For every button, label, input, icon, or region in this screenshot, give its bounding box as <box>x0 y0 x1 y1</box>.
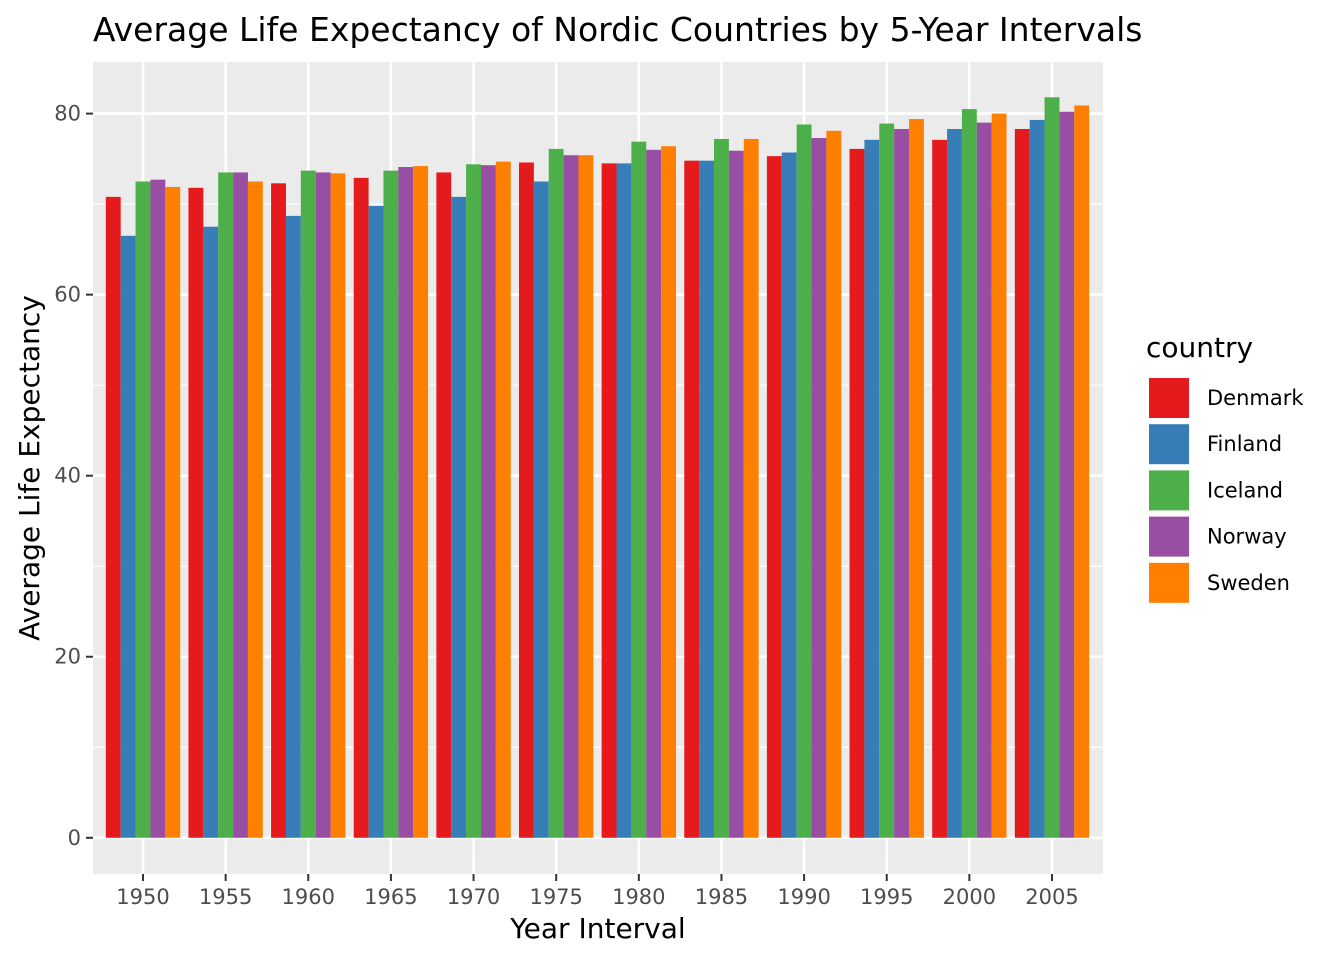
bar-sweden-2005 <box>1074 105 1090 838</box>
bar-sweden-1955 <box>247 181 263 838</box>
bar-iceland-1995 <box>879 123 895 838</box>
bar-denmark-1990 <box>766 156 782 838</box>
bar-sweden-1950 <box>165 186 181 838</box>
legend-key-denmark <box>1147 376 1191 420</box>
legend-title: country <box>1146 331 1253 364</box>
x-tick-label: 1960 <box>282 885 335 909</box>
bar-norway-1995 <box>894 128 910 838</box>
bar-finland-2005 <box>1029 119 1045 838</box>
legend-label-sweden: Sweden <box>1207 571 1290 595</box>
bar-norway-1975 <box>563 155 579 838</box>
legend-key-finland <box>1147 422 1191 467</box>
legend: country Denmark Finland Iceland Norway Swede… <box>1146 331 1304 605</box>
bar-norway-1970 <box>480 165 496 838</box>
y-axis: 0 20 40 60 80 <box>54 102 93 850</box>
legend-key-iceland <box>1147 468 1191 513</box>
x-tick-label: 2005 <box>1025 885 1078 909</box>
bar-denmark-1975 <box>518 162 534 838</box>
bar-finland-1975 <box>533 181 549 838</box>
x-tick-label: 1955 <box>199 885 252 909</box>
bar-denmark-1950 <box>105 196 121 838</box>
bar-sweden-1965 <box>413 166 429 838</box>
bar-norway-1980 <box>646 149 662 838</box>
bar-norway-1985 <box>728 150 744 838</box>
y-tick-label: 80 <box>54 102 81 126</box>
bar-sweden-2000 <box>991 113 1007 838</box>
y-tick-label: 0 <box>68 826 81 850</box>
bar-finland-1990 <box>781 152 797 838</box>
legend-key-norway <box>1147 514 1191 559</box>
bar-norway-2005 <box>1059 111 1075 838</box>
legend-label-finland: Finland <box>1207 432 1282 456</box>
legend-label-norway: Norway <box>1207 525 1287 549</box>
bar-iceland-1955 <box>218 172 234 838</box>
bar-iceland-1975 <box>548 148 564 838</box>
y-tick-label: 40 <box>54 464 81 488</box>
bar-denmark-1960 <box>271 183 286 838</box>
bar-sweden-1995 <box>909 119 924 838</box>
bar-finland-1960 <box>285 215 301 838</box>
bar-finland-1955 <box>203 226 219 838</box>
bar-norway-1965 <box>398 167 414 838</box>
x-tick-label: 1970 <box>447 885 500 909</box>
bar-finland-1995 <box>864 139 880 838</box>
bar-denmark-1980 <box>601 163 617 838</box>
x-tick-label: 1985 <box>695 885 748 909</box>
bar-denmark-1995 <box>849 148 865 838</box>
bar-denmark-1970 <box>436 172 452 838</box>
bar-sweden-1990 <box>826 130 842 838</box>
x-tick-label: 1980 <box>612 885 665 909</box>
x-tick-label: 1950 <box>116 885 169 909</box>
bar-iceland-1980 <box>631 141 647 838</box>
bar-iceland-1970 <box>466 164 481 838</box>
bar-sweden-1985 <box>743 138 759 838</box>
bar-norway-1960 <box>315 172 331 838</box>
y-axis-title: Average Life Expectancy <box>13 295 46 641</box>
bar-denmark-1965 <box>353 177 369 838</box>
bar-finland-1965 <box>368 205 384 838</box>
bar-denmark-1955 <box>188 187 204 838</box>
bar-iceland-1985 <box>714 138 729 838</box>
bars <box>105 97 1090 838</box>
bar-norway-1950 <box>150 179 166 838</box>
bar-norway-1955 <box>233 172 248 838</box>
x-axis-title: Year Interval <box>509 912 685 945</box>
x-tick-label: 1995 <box>860 885 913 909</box>
legend-label-denmark: Denmark <box>1207 386 1304 410</box>
legend-label-iceland: Iceland <box>1207 478 1283 502</box>
bar-denmark-1985 <box>684 160 700 838</box>
bar-iceland-1950 <box>135 181 151 838</box>
x-tick-label: 2000 <box>943 885 996 909</box>
x-axis: 1950 1955 1960 1965 1970 1975 1980 1985 1990 1995… <box>116 874 1079 909</box>
bar-sweden-1975 <box>578 155 594 838</box>
bar-sweden-1980 <box>661 146 677 838</box>
bar-finland-2000 <box>947 128 962 838</box>
bar-sweden-1970 <box>495 161 511 838</box>
bar-finland-1970 <box>451 196 467 838</box>
bar-iceland-1990 <box>796 124 812 838</box>
bar-iceland-1965 <box>383 170 399 838</box>
bar-iceland-2000 <box>961 109 977 838</box>
bar-denmark-2005 <box>1014 128 1030 838</box>
bar-finland-1980 <box>616 163 632 838</box>
x-tick-label: 1965 <box>364 885 417 909</box>
y-tick-label: 20 <box>54 645 81 669</box>
bar-iceland-2005 <box>1044 97 1060 838</box>
bar-norway-2000 <box>976 122 992 838</box>
x-tick-label: 1990 <box>777 885 830 909</box>
y-tick-label: 60 <box>54 283 81 307</box>
x-tick-label: 1975 <box>529 885 582 909</box>
chart-title: Average Life Expectancy of Nordic Countr… <box>93 10 1143 49</box>
bar-finland-1950 <box>120 235 136 838</box>
bar-sweden-1960 <box>330 173 346 838</box>
legend-key-sweden <box>1147 560 1191 605</box>
bar-iceland-1960 <box>300 170 316 838</box>
bar-norway-1990 <box>811 138 827 838</box>
bar-finland-1985 <box>699 160 715 838</box>
bar-denmark-2000 <box>932 139 948 838</box>
